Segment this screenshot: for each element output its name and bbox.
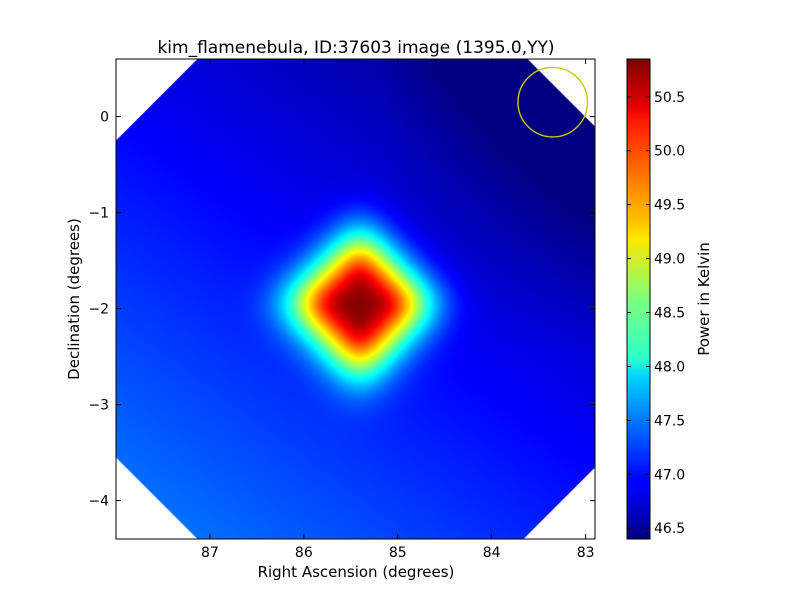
beam-marker-circle [517,66,589,138]
y-tick-label: −1 [88,206,109,222]
heatmap-image [116,59,595,539]
colorbar-tick-label: 50.5 [654,90,685,106]
colorbar-tick-label: 48.5 [654,305,685,321]
y-tick-label: −4 [88,494,109,510]
plot-frame [115,58,596,540]
x-tick-label: 87 [201,545,219,561]
colorbar-tick-label: 49.5 [654,198,685,214]
y-axis-label: Declination (degrees) [65,218,83,380]
heatmap-area [116,59,595,539]
colorbar [626,58,651,540]
y-tick-label: −3 [88,398,109,414]
x-tick-label: 84 [483,545,501,561]
chart-title: kim_flamenebula, ID:37603 image (1395.0,… [157,38,554,58]
colorbar-label: Power in Kelvin [695,242,713,356]
y-axis-ticks: 0 −1 −2 −3 −4 [88,110,595,510]
colorbar-tick-label: 48.0 [654,359,685,375]
colorbar-tick-label: 50.0 [654,144,685,160]
x-axis-ticks: 87 86 85 84 83 [201,59,595,561]
colorbar-tick-label: 49.0 [654,252,685,268]
colorbar-ticks: 46.5 47.0 47.5 48.0 48.5 49.0 49.5 50.0 50.5 [627,90,685,537]
x-tick-label: 85 [389,545,407,561]
x-tick-label: 86 [295,545,313,561]
x-axis-label: Right Ascension (degrees) [258,563,455,581]
x-tick-label: 83 [577,545,595,561]
y-tick-label: −2 [88,302,109,318]
colorbar-tick-label: 46.5 [654,521,685,537]
y-tick-label: 0 [100,110,109,126]
colorbar-tick-label: 47.5 [654,413,685,429]
colorbar-tick-label: 47.0 [654,467,685,483]
